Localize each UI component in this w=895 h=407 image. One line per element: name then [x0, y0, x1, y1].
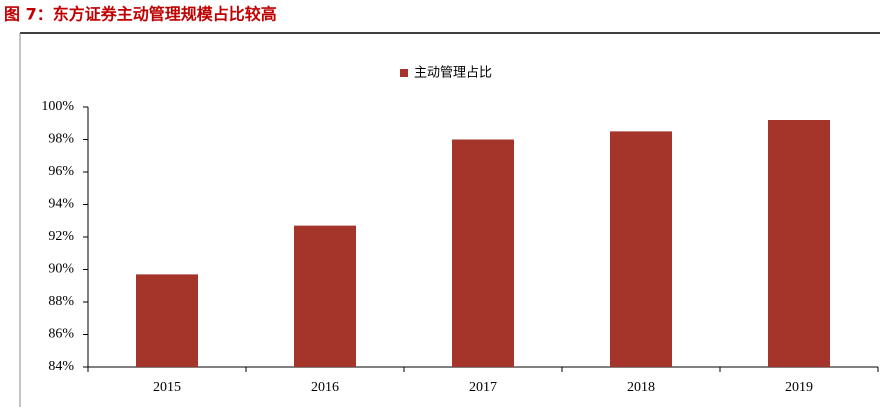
bar	[136, 274, 198, 367]
y-tick-label: 100%	[41, 99, 74, 114]
y-tick-label: 86%	[48, 327, 74, 342]
chart-title: 图 7：东方证券主动管理规模占比较高	[4, 5, 277, 24]
bar	[294, 225, 356, 367]
y-tick-label: 88%	[48, 294, 74, 309]
x-tick-label: 2019	[785, 380, 813, 395]
y-tick-label: 96%	[48, 164, 74, 179]
bar	[452, 139, 514, 367]
legend-label: 主动管理占比	[414, 66, 492, 81]
bar	[610, 131, 672, 367]
legend-swatch	[400, 69, 408, 77]
x-tick-label: 2017	[469, 380, 497, 395]
y-tick-label: 92%	[48, 229, 74, 244]
y-tick-label: 90%	[48, 262, 74, 277]
x-tick-label: 2016	[311, 380, 339, 395]
bar	[768, 120, 830, 367]
x-tick-label: 2015	[153, 380, 181, 395]
y-tick-label: 98%	[48, 132, 74, 147]
y-tick-label: 84%	[48, 359, 74, 374]
y-tick-label: 94%	[48, 197, 74, 212]
x-tick-label: 2018	[627, 380, 655, 395]
